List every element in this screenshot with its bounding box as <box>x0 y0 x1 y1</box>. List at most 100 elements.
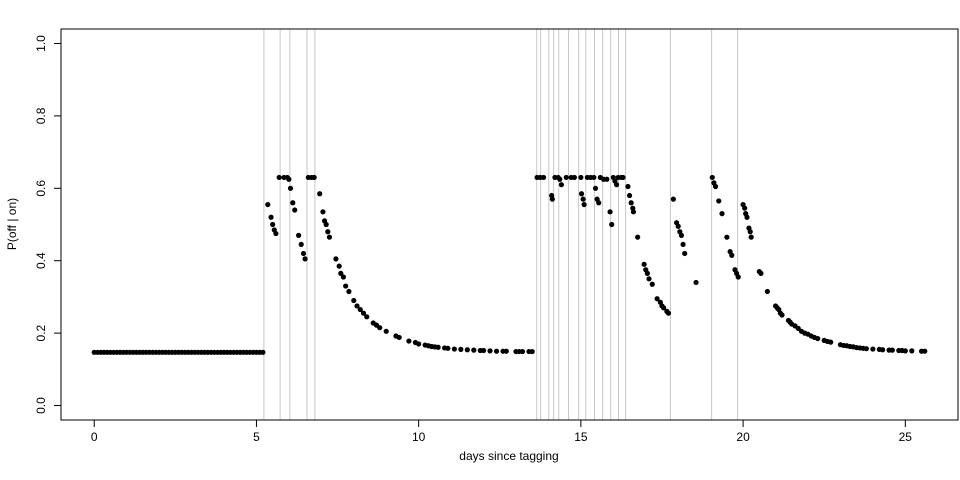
point <box>678 232 685 238</box>
point <box>480 347 487 354</box>
point <box>596 200 602 206</box>
point <box>317 191 323 197</box>
point <box>406 338 412 344</box>
y-tick-label: 0.6 <box>34 180 48 197</box>
point <box>870 346 876 352</box>
point <box>323 221 329 228</box>
point <box>396 334 402 341</box>
point <box>519 348 526 355</box>
point <box>276 174 282 181</box>
point <box>336 263 342 269</box>
x-tick-label: 0 <box>91 430 98 444</box>
point <box>458 346 464 353</box>
point <box>592 185 599 191</box>
point <box>343 283 349 289</box>
point <box>764 288 771 295</box>
point <box>635 234 641 240</box>
point <box>320 209 326 215</box>
y-tick-label: 0.0 <box>34 397 48 414</box>
y-tick-label: 0.2 <box>34 324 48 341</box>
point <box>626 192 633 199</box>
point <box>273 230 279 237</box>
point <box>268 214 274 220</box>
point <box>748 234 754 240</box>
point <box>661 305 667 311</box>
x-tick-label: 25 <box>899 430 913 444</box>
point <box>325 229 331 235</box>
point <box>709 174 715 181</box>
point <box>644 270 650 276</box>
point <box>563 174 569 181</box>
point <box>909 348 915 354</box>
point <box>346 288 352 295</box>
point <box>265 201 271 208</box>
point <box>338 270 344 276</box>
point <box>742 205 748 211</box>
point <box>609 221 615 228</box>
point <box>435 344 441 350</box>
point <box>646 276 652 282</box>
point <box>580 196 586 202</box>
point <box>298 241 304 248</box>
point <box>558 182 565 188</box>
point <box>503 348 509 354</box>
point <box>333 256 339 262</box>
point <box>758 270 764 276</box>
point <box>360 310 367 316</box>
point <box>571 174 577 181</box>
point <box>578 174 584 181</box>
point <box>357 306 363 313</box>
point <box>889 347 895 353</box>
point <box>445 345 451 351</box>
point <box>286 176 292 182</box>
point <box>665 310 672 316</box>
point <box>628 200 634 206</box>
point <box>471 347 477 353</box>
point <box>724 234 730 240</box>
point <box>493 348 500 354</box>
plot-frame <box>60 28 959 421</box>
x-tick-label: 5 <box>253 430 260 444</box>
point <box>747 229 753 235</box>
y-tick-label: 1.0 <box>34 35 48 52</box>
point <box>578 191 585 197</box>
point <box>828 339 834 345</box>
x-axis-label: days since tagging <box>459 449 558 463</box>
point <box>351 297 357 304</box>
point <box>613 182 620 188</box>
point <box>557 176 563 182</box>
point <box>287 185 294 191</box>
point <box>625 183 631 190</box>
point <box>719 211 725 217</box>
point <box>451 346 457 352</box>
point <box>383 328 389 334</box>
point <box>270 221 276 228</box>
point <box>549 196 555 202</box>
point <box>529 348 535 355</box>
point <box>630 209 637 215</box>
point <box>670 196 676 202</box>
point <box>675 223 681 229</box>
point <box>340 274 346 280</box>
point <box>300 250 307 257</box>
point <box>302 256 308 262</box>
x-tick-label: 10 <box>412 430 426 444</box>
point <box>604 176 610 182</box>
point <box>581 201 587 208</box>
x-tick-label: 15 <box>574 430 588 444</box>
point <box>292 207 298 213</box>
point <box>779 312 785 318</box>
point <box>863 346 869 352</box>
point <box>364 314 370 320</box>
point <box>540 174 547 181</box>
point <box>607 209 613 215</box>
point <box>649 281 655 287</box>
point <box>735 274 741 280</box>
point <box>326 234 333 240</box>
point <box>680 241 686 248</box>
point <box>354 303 360 309</box>
point <box>654 296 660 302</box>
point <box>290 200 296 206</box>
y-tick-label: 0.4 <box>34 252 48 269</box>
point <box>716 198 722 204</box>
